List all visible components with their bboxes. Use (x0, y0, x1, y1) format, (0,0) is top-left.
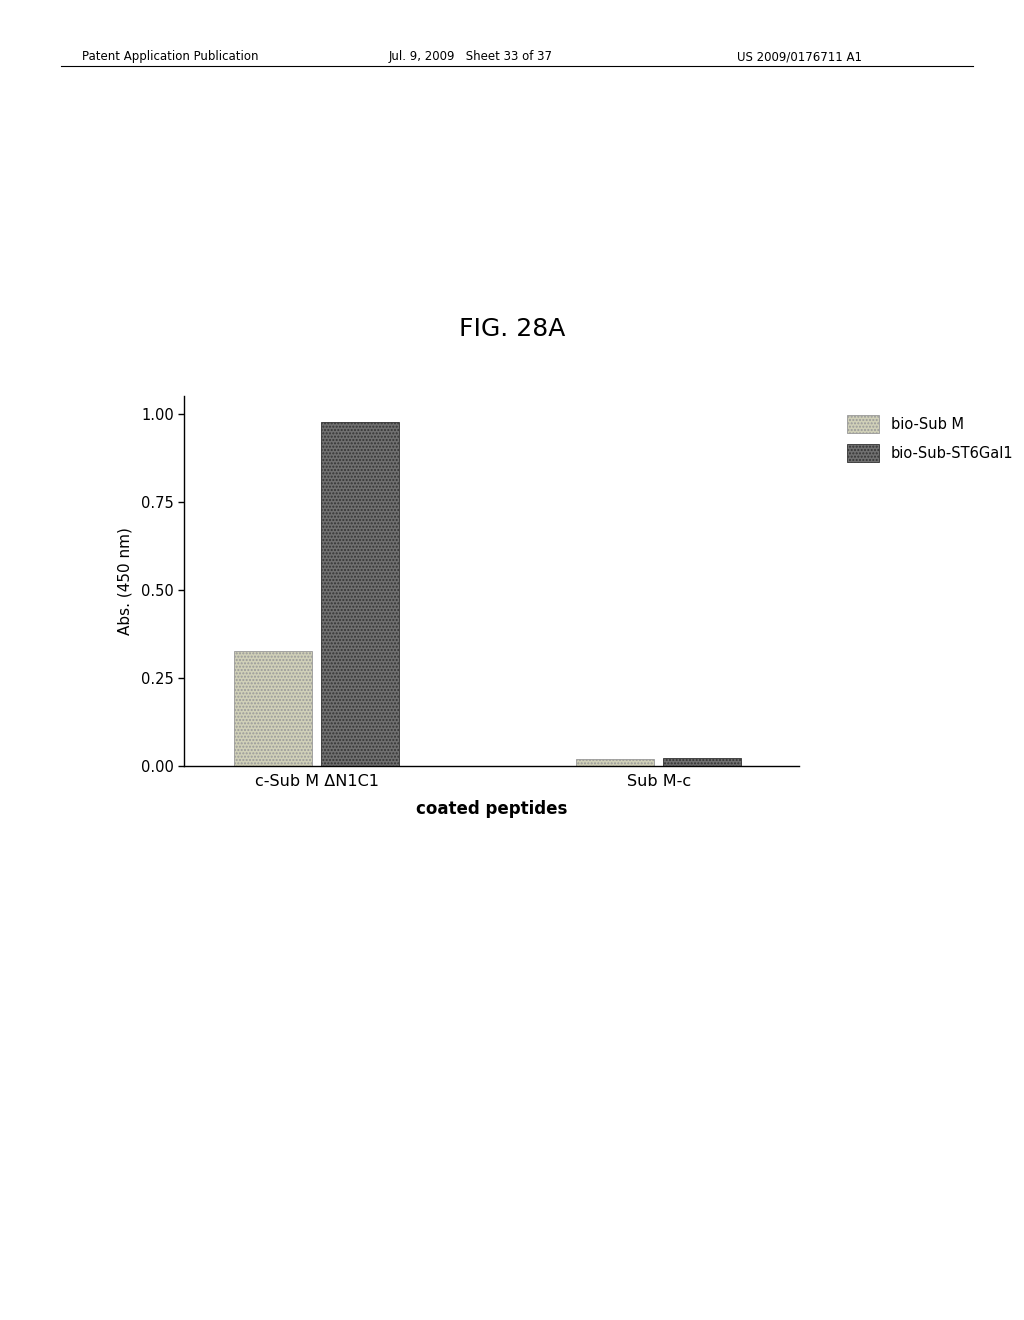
Bar (322, 422, 399, 766)
Legend: bio-Sub M, bio-Sub-ST6Gal1: bio-Sub M, bio-Sub-ST6Gal1 (836, 404, 1024, 474)
Bar (234, 651, 312, 766)
Text: Jul. 9, 2009   Sheet 33 of 37: Jul. 9, 2009 Sheet 33 of 37 (389, 50, 553, 63)
Text: US 2009/0176711 A1: US 2009/0176711 A1 (737, 50, 862, 63)
Text: FIG. 28A: FIG. 28A (459, 317, 565, 341)
Bar (664, 758, 741, 766)
X-axis label: coated peptides: coated peptides (416, 800, 567, 818)
Text: Patent Application Publication: Patent Application Publication (82, 50, 258, 63)
Bar (577, 759, 654, 766)
Y-axis label: Abs. (450 nm): Abs. (450 nm) (118, 527, 133, 635)
